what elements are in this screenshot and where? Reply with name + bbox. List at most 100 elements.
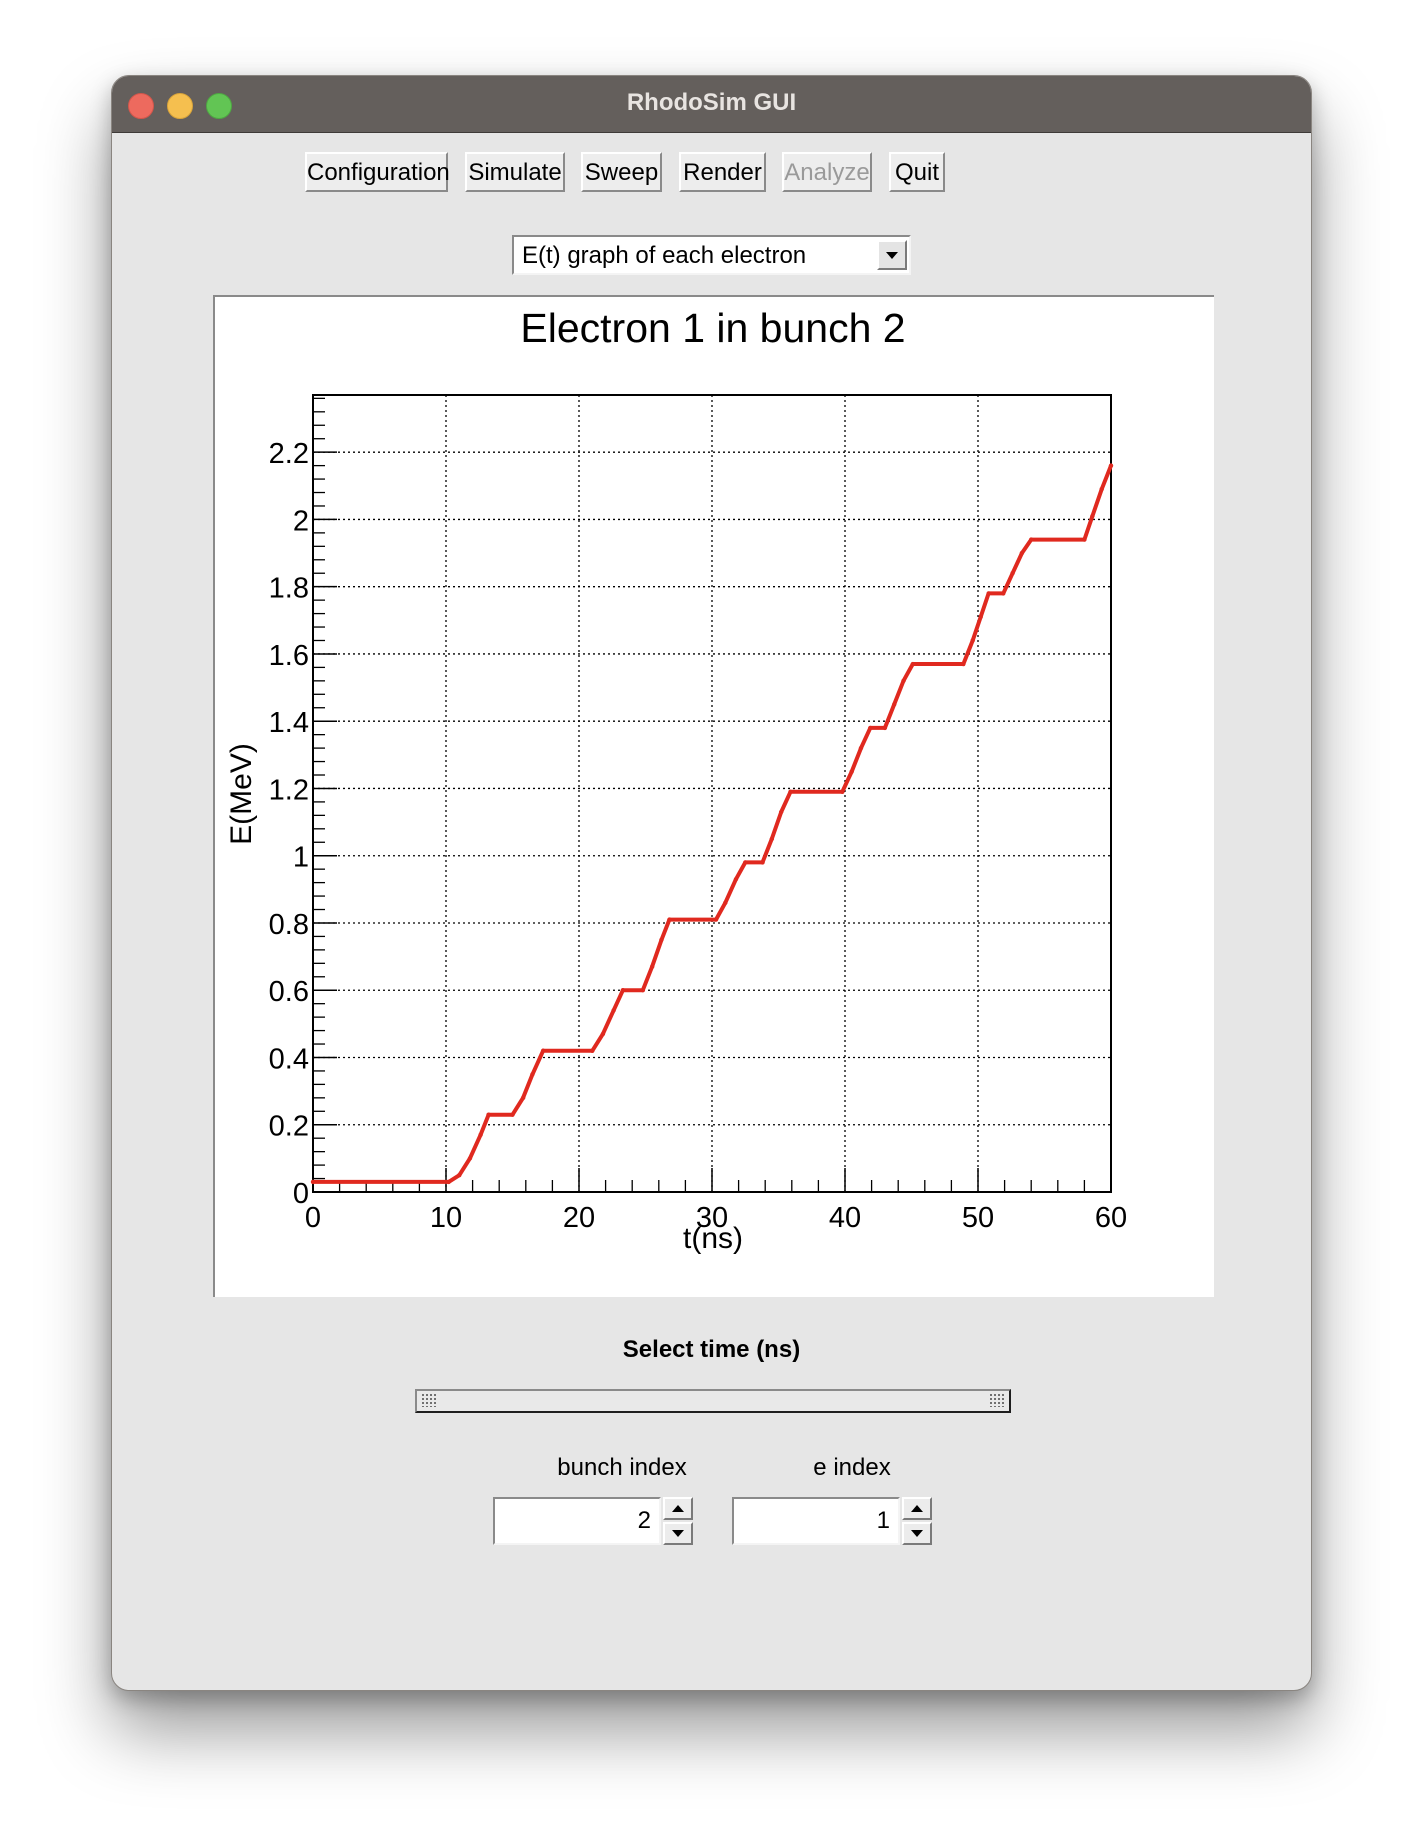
plot-frame [312,394,1112,1193]
e-index-decrement-button[interactable] [902,1522,932,1545]
window-title: RhodoSim GUI [626,89,797,116]
data-point [1019,550,1025,556]
data-point [840,789,845,795]
data-point [849,769,854,774]
x-tick-label: 60 [1095,1202,1127,1234]
data-point [769,836,775,842]
data-point [1010,571,1015,576]
data-point [520,1095,526,1101]
data-point [713,917,719,922]
slider-min-handle[interactable] [421,1393,437,1407]
energy-series-line [311,463,1113,1184]
data-point [760,860,765,865]
data-point [868,725,873,731]
y-axis-label: E(MeV) [225,743,258,845]
y-tick-label: 1.2 [269,774,309,806]
data-point [611,1008,616,1013]
x-tick-label: 40 [829,1202,861,1234]
analyze-button[interactable]: Analyze [782,152,872,192]
bunch-index-field[interactable]: 2 [493,1497,661,1545]
data-point [1090,513,1095,519]
data-point [649,964,655,969]
view-select-dropdown[interactable]: E(t) graph of each electron [512,235,911,275]
data-point [620,988,626,993]
y-tick-label: 0.6 [269,976,309,1008]
data-point [901,678,906,684]
bunch-index-spinbox: 2 [493,1497,693,1545]
data-point [590,1048,595,1053]
e-index-increment-button[interactable] [902,1497,932,1520]
title-bar[interactable]: RhodoSim GUI [112,76,1311,133]
bunch-index-decrement-button[interactable] [663,1522,693,1545]
data-point [970,638,975,643]
data-point [446,1179,451,1185]
data-point [457,1172,462,1178]
e-index-spinbox: 1 [732,1497,932,1545]
configuration-button[interactable]: Configuration [305,152,450,192]
app-window: RhodoSim GUI Configuration Simulate Swee… [111,75,1312,1691]
x-tick-label: 30 [696,1202,728,1234]
chart-series [310,463,1114,1185]
y-tick-label: 2 [293,505,309,537]
data-point [743,860,748,865]
data-point [778,809,784,815]
data-point [1099,486,1104,492]
y-tick-label: 2.2 [269,438,309,470]
data-point [667,917,672,922]
quit-button[interactable]: Quit [889,152,945,192]
data-point [733,877,739,882]
data-point [986,591,991,596]
view-select-value: E(t) graph of each electron [522,242,807,269]
chart-gridlines [313,395,1111,1192]
data-point [892,702,897,707]
time-slider-label: Select time (ns) [622,1336,801,1363]
data-point [600,1031,606,1037]
data-point [961,661,966,667]
y-tick-label: 1.6 [269,640,309,672]
y-tick-label: 1 [293,842,309,874]
close-window-button[interactable] [128,93,154,119]
x-tick-label: 20 [563,1202,595,1234]
data-point [978,614,983,620]
data-point [540,1048,546,1053]
y-tick-label: 0.2 [269,1111,309,1143]
y-tick-label: 0.8 [269,909,309,941]
data-point [910,661,916,667]
data-point [1082,537,1087,542]
y-tick-label: 0.4 [269,1043,309,1075]
data-point [310,1179,316,1185]
sweep-button[interactable]: Sweep [581,152,662,192]
minimize-window-button[interactable] [167,93,193,119]
data-point [640,988,646,993]
chevron-down-icon[interactable] [877,240,907,270]
data-point [1029,537,1034,542]
slider-max-handle[interactable] [989,1393,1005,1407]
x-tick-label: 50 [962,1202,994,1234]
data-point [510,1112,515,1117]
chart-title: Electron 1 in bunch 2 [520,305,905,351]
bunch-index-increment-button[interactable] [663,1497,693,1520]
data-point [486,1112,491,1117]
data-point [530,1072,535,1077]
x-tick-labels: 0 10 20 30 40 50 60 [305,1202,1127,1234]
x-tick-label: 10 [430,1202,462,1234]
e-index-field[interactable]: 1 [732,1497,900,1545]
x-tick-label: 0 [305,1202,321,1234]
e-index-label: e index [813,1454,891,1481]
plot-canvas[interactable]: Electron 1 in bunch 2 0 10 20 30 40 50 60 0 0.2… [213,295,1214,1297]
data-point [659,937,664,942]
data-point [478,1132,483,1138]
data-point [788,789,793,795]
chart-svg: Electron 1 in bunch 2 0 10 20 30 40 50 60 0 0.2… [225,305,1127,1255]
time-range-slider[interactable] [415,1389,1011,1413]
y-tick-labels: 0 0.2 0.4 0.6 0.8 1 1.2 1.4 1.6 1.8 2 2.2 [269,438,309,1210]
data-point [858,745,864,751]
y-tick-label: 1.4 [269,707,309,739]
simulate-button[interactable]: Simulate [465,152,565,192]
render-button[interactable]: Render [679,152,766,192]
zoom-window-button[interactable] [206,93,232,119]
data-point [467,1156,473,1161]
y-tick-label: 0 [293,1178,309,1210]
x-axis-label: t(ns) [683,1222,743,1255]
data-point [723,900,728,905]
